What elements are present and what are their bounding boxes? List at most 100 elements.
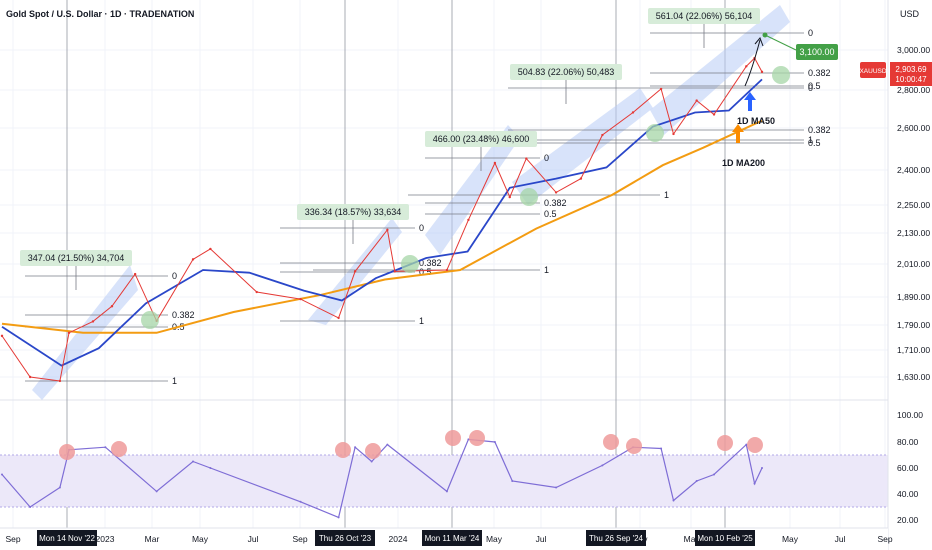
fib-level-label: 0.5 [419, 267, 432, 277]
rising-channel [425, 125, 520, 255]
rsi-overbought-circle [717, 435, 733, 451]
channels [32, 5, 790, 400]
price-point [299, 297, 302, 301]
rsi-point [29, 506, 32, 508]
range-label-box [297, 204, 409, 220]
rsi-point [467, 438, 470, 441]
price-point [554, 191, 558, 194]
price-point [0, 334, 4, 338]
x-tick-label: 2024 [389, 534, 408, 544]
rsi-overbought-circle [603, 434, 619, 450]
rsi-point [386, 443, 389, 446]
ma200-label: 1D MA200 [722, 158, 765, 168]
x-tick-label: Jul [835, 534, 846, 544]
rsi-point [660, 447, 663, 450]
range-label-box [425, 131, 537, 147]
rsi-point [713, 473, 716, 476]
date-flag-box [37, 530, 97, 546]
price-tag: 2,903.69 [895, 65, 927, 74]
price-point [712, 113, 716, 116]
fib-level-label: 0 [544, 153, 549, 163]
fib-level-label: 1 [544, 265, 549, 275]
fib-level-label: 0 [172, 271, 177, 281]
rsi-range-band [0, 455, 888, 507]
symbol-tag: XAUUSD [859, 68, 886, 75]
price-tag-box [890, 62, 932, 86]
projection-arrow [744, 39, 761, 87]
fib-level-label: 1 [808, 135, 813, 145]
support-circle [141, 311, 159, 329]
price-point [255, 290, 258, 294]
range-label: 561.04 (22.06%) 56,104 [656, 11, 753, 21]
price-point [445, 268, 449, 272]
grid [0, 0, 932, 528]
fib-level-label: 1 [664, 190, 669, 200]
countdown-tag: 10:00:47 [895, 75, 927, 84]
price-point [525, 157, 528, 160]
y-tick-label: 1,890.00 [897, 292, 930, 302]
rsi-point [354, 446, 357, 449]
support-circle [646, 124, 664, 142]
x-tick-label: May [486, 534, 503, 544]
price-point [353, 270, 357, 273]
rsi-tick-label: 80.00 [897, 437, 919, 447]
y-tick-label: 1,710.00 [897, 345, 930, 355]
symbol-tag-box [860, 62, 886, 78]
ma200-line [1, 119, 763, 334]
symbol-title: Gold Spot / U.S. Dollar · 1D · TRADENATI… [6, 9, 194, 19]
rsi-point [695, 480, 698, 482]
series [0, 56, 764, 519]
chart-marks: 347.04 (21.50%) 34,704 336.34 (18.57%) 33… [20, 8, 838, 460]
rsi-point [753, 482, 756, 485]
price-axis-bg [888, 0, 932, 550]
price-point [695, 99, 698, 102]
rsi-overbought-circle [469, 430, 485, 446]
rsi-overbought-circle [335, 442, 351, 458]
date-flag: Thu 26 Oct '23 [319, 534, 372, 543]
rsi-overbought-circle [59, 444, 75, 460]
price-point [191, 258, 195, 261]
x-tick-label: Sep [292, 534, 307, 544]
x-tick-label: Sep [5, 534, 20, 544]
price-point [386, 228, 389, 232]
price-point [672, 132, 675, 136]
y-tick-label: 2,130.00 [897, 228, 930, 238]
date-flag-box [422, 530, 482, 546]
price-point [631, 111, 635, 114]
rsi-point [337, 516, 340, 519]
price-point [58, 379, 62, 383]
fib-level-label: 0.5 [808, 138, 821, 148]
fib-level-label: 0.382 [808, 68, 831, 78]
price-point [508, 195, 511, 199]
target-connector [764, 34, 797, 51]
fib-level-label: 0.5 [544, 209, 557, 219]
fib-level-label: 0.382 [172, 310, 195, 320]
price-point [133, 272, 137, 276]
y-tick-label: 2,250.00 [897, 200, 930, 210]
rsi-point [58, 486, 61, 489]
price-line [1, 57, 763, 382]
range-label-box [510, 64, 622, 80]
support-circle [772, 66, 790, 84]
rsi-point [761, 467, 763, 469]
range-label: 504.83 (22.06%) 50,483 [518, 67, 615, 77]
rising-channel [512, 88, 653, 205]
price-point [67, 331, 71, 335]
y-tick-label: 2,400.00 [897, 165, 930, 175]
support-circle [401, 255, 419, 273]
x-tick-label: Mar [684, 534, 699, 544]
rsi-point [192, 460, 195, 463]
rsi-point [209, 467, 212, 469]
y-tick-label: 1,630.00 [897, 372, 930, 382]
x-tick-label: May [782, 534, 799, 544]
x-tick-label: 2023 [96, 534, 115, 544]
date-flag-box [695, 530, 755, 546]
fib-level-label: 1 [419, 316, 424, 326]
price-point [110, 305, 114, 308]
fib-level-label: 0 [808, 83, 813, 93]
rsi-point [155, 490, 158, 493]
rsi-point [511, 480, 514, 482]
y-tick-label: 1,790.00 [897, 320, 930, 330]
currency-label: USD [900, 9, 920, 19]
